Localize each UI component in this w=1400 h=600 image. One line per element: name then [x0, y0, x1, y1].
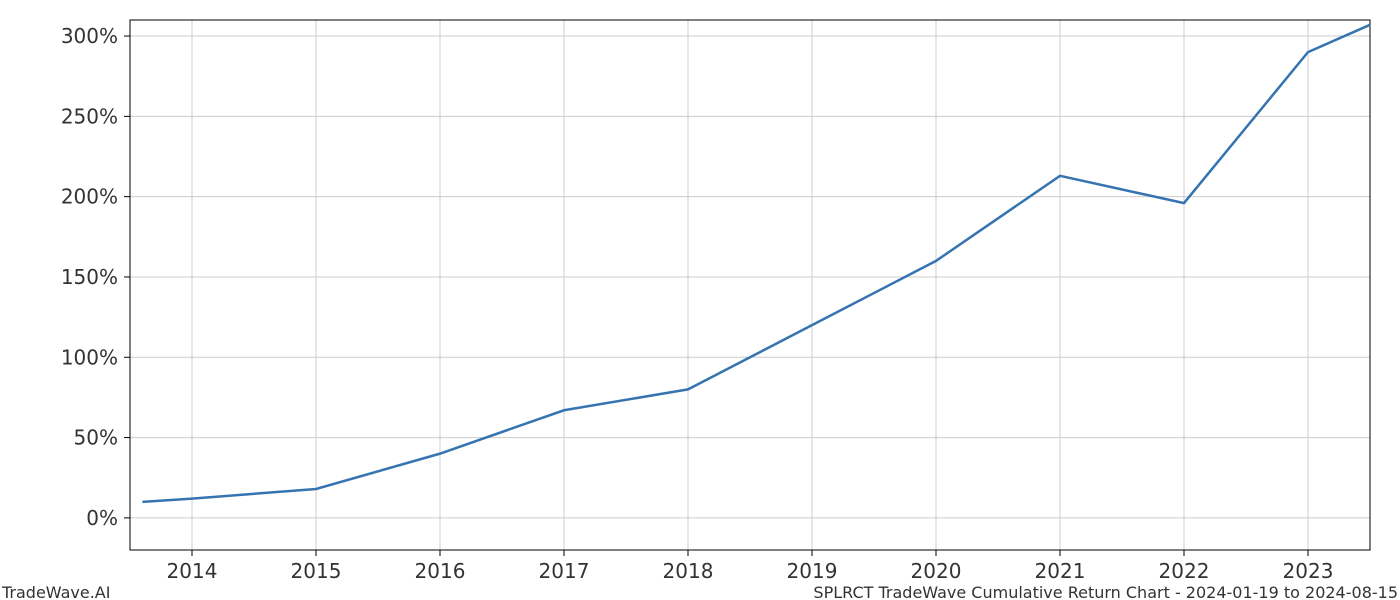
footer-left-label: TradeWave.AI: [1, 583, 110, 600]
y-tick-label: 150%: [61, 265, 118, 289]
x-tick-label: 2020: [911, 559, 962, 583]
x-tick-label: 2014: [167, 559, 218, 583]
x-tick-label: 2018: [663, 559, 714, 583]
y-tick-label: 50%: [74, 426, 118, 450]
return-line: [142, 25, 1370, 502]
y-tick-label: 300%: [61, 24, 118, 48]
x-tick-label: 2019: [787, 559, 838, 583]
x-tick-label: 2023: [1283, 559, 1334, 583]
x-tick-label: 2017: [539, 559, 590, 583]
x-tick-label: 2022: [1159, 559, 1210, 583]
y-tick-label: 100%: [61, 345, 118, 369]
x-tick-label: 2021: [1035, 559, 1086, 583]
x-tick-label: 2016: [415, 559, 466, 583]
x-tick-label: 2015: [291, 559, 342, 583]
y-tick-label: 250%: [61, 104, 118, 128]
line-chart: 2014 2015 2016 2017 2018 2019 2020 2021 2022 2023…: [0, 0, 1400, 600]
y-tick-label: 0%: [86, 506, 118, 530]
chart-container: 2014 2015 2016 2017 2018 2019 2020 2021 2022 2023…: [0, 0, 1400, 600]
footer-right-label: SPLRCT TradeWave Cumulative Return Chart…: [813, 583, 1398, 600]
y-tick-label: 200%: [61, 185, 118, 209]
